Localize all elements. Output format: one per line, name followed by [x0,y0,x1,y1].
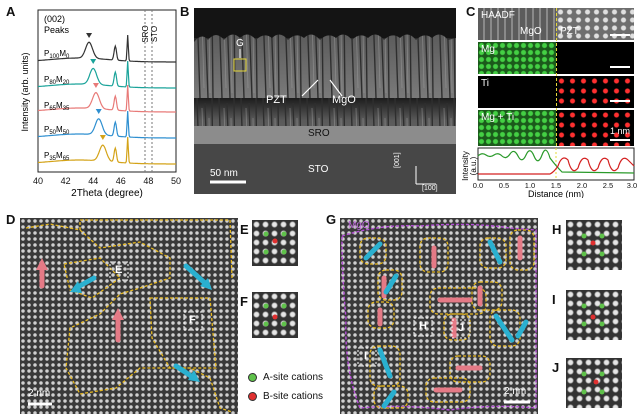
b-site-marker-icon [248,392,257,401]
panel-label-i: I [552,292,556,307]
peak-marker-1 [90,59,97,64]
xtick-a-4: 48 [143,176,153,186]
panel-j-unit-cell [566,358,622,408]
xtick-a-2: 44 [88,176,98,186]
panel-label-d: D [6,212,16,227]
dir-100-label: [100] [422,185,438,192]
mg-label: Mg [481,44,495,55]
panel-label-h: H [552,222,562,237]
peaks-title-1: (002) [44,14,65,24]
haadf-map: HAADF MgO PZT [478,8,634,40]
mgo-label-g: MgO [348,220,370,231]
xtick-a-3: 46 [116,176,126,186]
xtick-c-1: 0.5 [499,181,509,190]
panel-label-j: J [552,360,560,375]
peak-marker-0 [86,33,93,38]
x-axis-label-a: 2Theta (degree) [71,188,143,199]
peak-marker-4 [99,135,106,140]
intensity-label: Intensity [462,151,470,181]
series-label-0: P100M0 [44,49,70,60]
panel-label-f: F [240,294,248,309]
xtick-a-5: 50 [171,176,181,186]
xrd-curve-1 [38,60,176,89]
g-label-b: G [236,38,244,49]
sro-label-a: SRO [141,25,150,42]
series-label-4: P35M65 [44,151,70,162]
panel-label-c: C [466,4,476,19]
xrd-curve-0 [38,34,176,63]
a-site-marker-icon [248,373,257,382]
series-label-1: P80M20 [44,75,70,86]
a-site-legend-label: A-site cations [263,372,324,383]
mg-ti-label: Mg + Ti [481,112,515,123]
panel-e-unit-cell [252,220,298,266]
scale-bar-label-b: 50 nm [210,168,238,179]
panel-c-line-profile: Intensity (a.u.) 0.0 0.5 1.0 1.5 2.0 2.5… [462,147,637,198]
panel-label-a: A [6,4,16,19]
panel-g-haadf-nanodomains: MgO H J I 2 nm [340,218,538,414]
sto-label-a: STO [150,26,159,42]
peak-marker-3 [95,109,102,114]
panel-f-unit-cell [252,292,298,338]
panel-label-e: E [240,222,249,237]
j-box-label: J [458,322,465,334]
xtick-a-1: 42 [61,176,71,186]
panel-c-eds-maps: HAADF MgO PZT Mg Ti Mg + Ti 1 nm [478,8,634,146]
sro-label-b: SRO [308,128,330,139]
pzt-label-c: PZT [560,26,579,37]
panel-h-unit-cell [566,220,622,270]
pzt-label-b: PZT [266,94,287,106]
xtick-a-0: 40 [33,176,43,186]
dir-001-label: [001] [394,152,401,168]
distance-label: Distance (nm) [528,189,584,198]
ti-label: Ti [481,78,489,89]
xrd-curve-4 [38,136,176,165]
xtick-c-0: 0.0 [473,181,483,190]
h-box-label: H [419,320,427,332]
series-label-3: P50M50 [44,125,70,136]
xtick-c-3: 1.5 [551,181,561,190]
xtick-c-4: 2.0 [577,181,587,190]
legend: A-site cations B-site cations [248,372,323,402]
mgo-label-b: MgO [332,94,356,106]
e-box-label: E [115,264,123,276]
peak-marker-2 [92,83,99,88]
scale-bar-label-g: 2 nm [504,386,527,397]
scale-bar-label-d: 2 nm [28,388,51,399]
panel-b-tem-cross-section: G PZT MgO SRO STO 50 nm [001] [100] [194,8,456,194]
panel-i-unit-cell [566,290,622,340]
peaks-title-2: Peaks [44,25,70,35]
mgo-label-c: MgO [520,26,542,37]
haadf-label: HAADF [481,10,515,21]
au-label: (a.u.) [469,156,478,175]
sto-label-b: STO [308,164,329,175]
panel-label-g: G [326,212,337,227]
xtick-c-5: 2.5 [603,181,613,190]
xrd-curve-2 [38,84,176,113]
panel-a-xrd-plot: 40 42 44 46 48 50 2Theta (degree) Intens… [20,9,181,199]
panel-d-haadf-domains: E F 2 nm [20,218,238,414]
series-label-2: P65M35 [44,101,70,112]
i-box-label: I [364,350,368,362]
scale-bar-label-c: 1 nm [609,126,630,136]
b-site-legend-label: B-site cations [263,391,324,402]
f-box-label: F [189,314,196,326]
y-axis-label-a: Intensity (arb. units) [20,52,30,131]
xtick-c-2: 1.0 [525,181,535,190]
panel-label-b: B [180,4,190,19]
xrd-curve-3 [38,110,176,139]
xtick-c-6: 3.0 [627,181,637,190]
